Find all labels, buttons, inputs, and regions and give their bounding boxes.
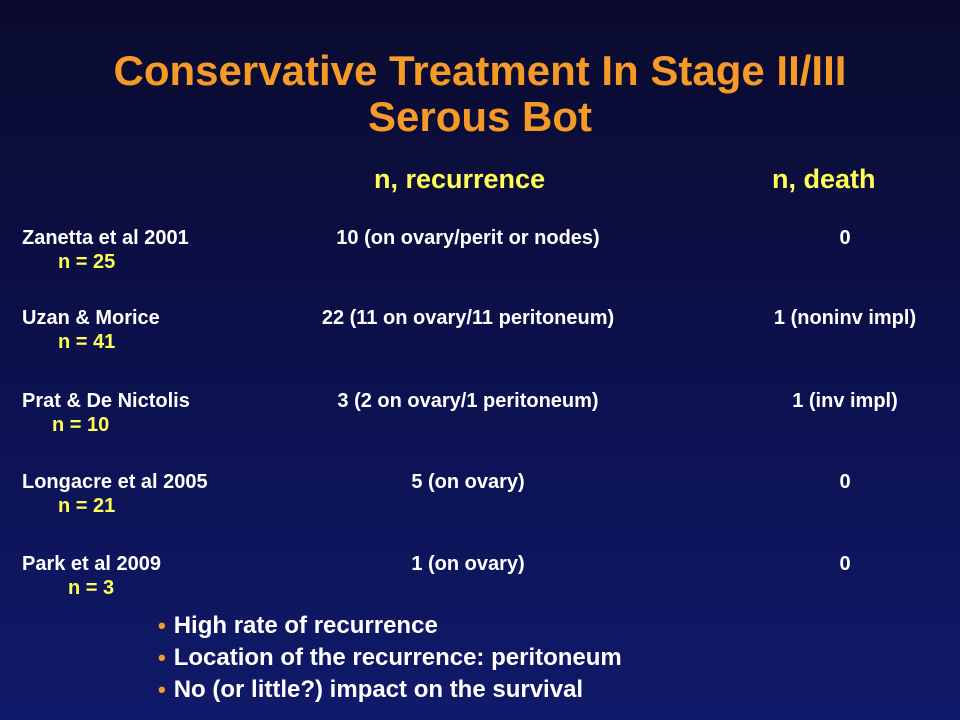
study-name: Zanetta et al 2001 [22, 227, 189, 249]
title-line-1: Conservative Treatment In Stage II/III [113, 47, 847, 94]
table-row: Park et al 2009 n = 3 1 (on ovary) 0 [0, 552, 960, 612]
death-value: 0 [839, 553, 851, 575]
bullet-dot-icon: • [158, 645, 166, 670]
bullet-text: High rate of recurrence [173, 612, 438, 639]
title-line-2: Serous Bot [367, 93, 593, 140]
table-row: Longacre et al 2005 n = 21 5 (on ovary) … [0, 470, 960, 530]
table-row: Zanetta et al 2001 n = 25 10 (on ovary/p… [0, 226, 960, 286]
death-value: 1 (inv impl) [792, 390, 898, 412]
recurrence-value: 10 (on ovary/perit or nodes) [336, 227, 600, 249]
study-name: Prat & De Nictolis [22, 390, 190, 412]
study-name: Uzan & Morice [22, 307, 160, 329]
slide-title: Conservative Treatment In Stage II/III S… [0, 48, 960, 140]
recurrence-value: 1 (on ovary) [411, 553, 525, 575]
study-name: Longacre et al 2005 [22, 471, 208, 493]
recurrence-value: 3 (2 on ovary/1 peritoneum) [337, 390, 599, 412]
bullet-dot-icon: • [158, 677, 166, 702]
column-header-death: n, death [772, 164, 876, 194]
bullet-dot-icon: • [158, 613, 166, 638]
bullet-item: • Location of the recurrence: peritoneum [158, 642, 622, 674]
sample-size: n = 3 [68, 577, 115, 599]
table-row: Prat & De Nictolis n = 10 3 (2 on ovary/… [0, 389, 960, 449]
bullet-item: • No (or little?) impact on the survival [158, 674, 622, 706]
recurrence-value: 5 (on ovary) [411, 471, 525, 493]
bullet-text: Location of the recurrence: peritoneum [173, 644, 622, 671]
table-row: Uzan & Morice n = 41 22 (11 on ovary/11 … [0, 306, 960, 366]
recurrence-value: 22 (11 on ovary/11 peritoneum) [321, 307, 615, 329]
death-value: 0 [839, 227, 851, 249]
sample-size: n = 25 [58, 251, 116, 273]
death-value: 0 [839, 471, 851, 493]
sample-size: n = 21 [58, 495, 116, 517]
bullet-item: • High rate of recurrence [158, 610, 622, 642]
sample-size: n = 10 [52, 414, 110, 436]
study-name: Park et al 2009 [22, 553, 161, 575]
death-value: 1 (noninv impl) [773, 307, 917, 329]
bullet-text: No (or little?) impact on the survival [173, 676, 584, 703]
sample-size: n = 41 [58, 331, 116, 353]
summary-bullet-list: • High rate of recurrence • Location of th… [158, 610, 622, 706]
column-header-recurrence: n, recurrence [374, 164, 546, 194]
